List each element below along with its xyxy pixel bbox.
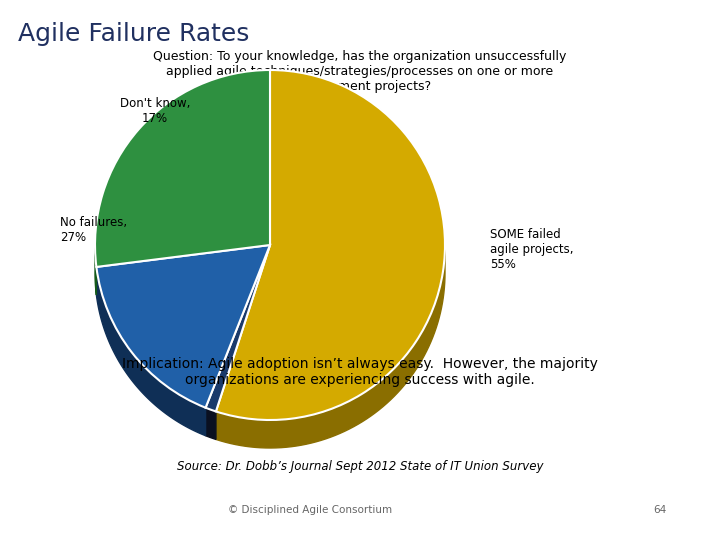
Polygon shape <box>206 408 216 440</box>
Polygon shape <box>216 245 445 448</box>
Text: Question: To your knowledge, has the organization unsuccessfully
applied agile t: Question: To your knowledge, has the org… <box>153 50 567 93</box>
Text: Implication: Agile adoption isn’t always easy.  However, the majority
organizati: Implication: Agile adoption isn’t always… <box>122 357 598 387</box>
Text: Agile Failure Rates: Agile Failure Rates <box>18 22 249 46</box>
Wedge shape <box>216 70 445 420</box>
Text: Source: Dr. Dobb’s Journal Sept 2012 State of IT Union Survey: Source: Dr. Dobb’s Journal Sept 2012 Sta… <box>176 460 544 473</box>
Text: No failures,
27%: No failures, 27% <box>60 216 127 244</box>
Wedge shape <box>96 245 270 408</box>
Wedge shape <box>206 245 270 411</box>
Text: 64: 64 <box>653 505 667 515</box>
Wedge shape <box>95 70 270 267</box>
Text: © Disciplined Agile Consortium: © Disciplined Agile Consortium <box>228 505 392 515</box>
Polygon shape <box>95 242 96 295</box>
Text: SOME failed
agile projects,
55%: SOME failed agile projects, 55% <box>490 228 574 272</box>
Text: Don't know,
17%: Don't know, 17% <box>120 97 190 125</box>
Polygon shape <box>96 267 206 436</box>
